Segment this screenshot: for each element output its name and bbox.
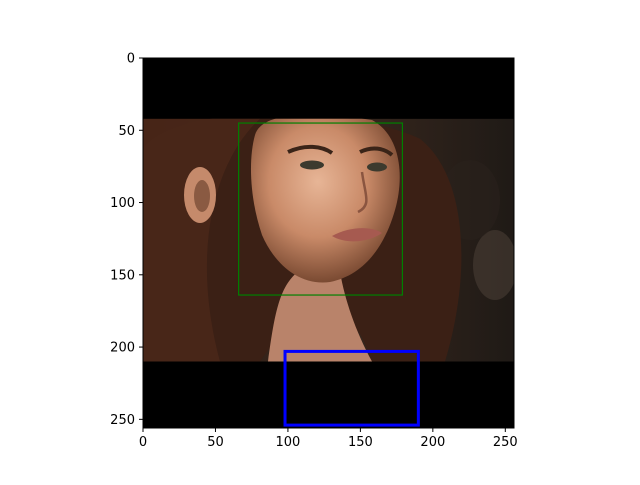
lips [332, 228, 382, 242]
image-layer [143, 58, 514, 428]
y-tick-label: 250 [110, 413, 135, 428]
eyebrow-right [359, 146, 394, 157]
x-tick-label: 150 [348, 435, 373, 450]
eye-left [300, 160, 324, 170]
photo [143, 118, 514, 362]
eyebrow-left [287, 144, 334, 155]
y-tick-label: 0 [127, 52, 135, 67]
x-tick-label: 0 [139, 435, 147, 450]
annotation-layer [238, 122, 420, 427]
bounding-box [283, 349, 420, 427]
y-tick-label: 150 [110, 268, 135, 283]
y-tick-label: 100 [110, 196, 135, 211]
y-tick-label: 200 [110, 341, 135, 356]
x-tick-label: 250 [493, 435, 518, 450]
face [250, 118, 400, 283]
y-tick-label: 50 [118, 124, 135, 139]
x-tick-label: 100 [276, 435, 301, 450]
background-blob [473, 230, 514, 300]
x-tick-label: 200 [420, 435, 445, 450]
nose [357, 171, 368, 214]
axes-frame [142, 57, 515, 429]
eye-right [367, 162, 387, 172]
bounding-box [238, 122, 404, 296]
x-tick-label: 50 [207, 435, 224, 450]
axes: 0 50 100 150 200 250 0 50 100 150 200 250 [110, 52, 518, 451]
ear-inner [194, 180, 210, 212]
hair-left [143, 118, 260, 362]
neck [268, 270, 372, 362]
